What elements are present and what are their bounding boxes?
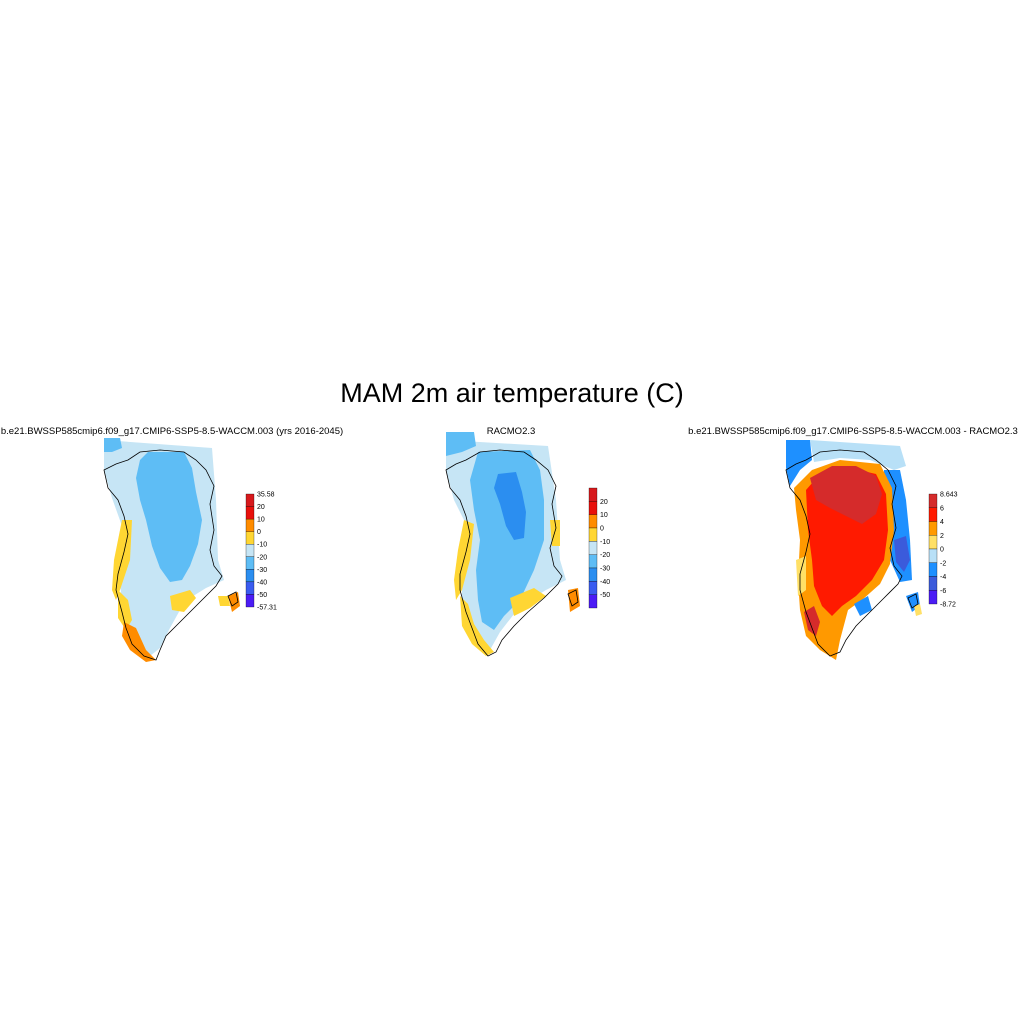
panel-1-field-yellow-s	[118, 590, 132, 630]
colorbar-3-box	[928, 535, 938, 550]
colorbar-2-label: -50	[600, 592, 610, 599]
colorbar-1-label: -30	[257, 567, 267, 574]
colorbar-1-label: 35.58	[257, 492, 275, 499]
colorbar-1-box	[245, 518, 255, 532]
panel-1-coastline	[103, 449, 223, 661]
panel-1-coastline-island	[227, 591, 239, 607]
panel-2-title: RACMO2.3	[486, 426, 536, 437]
colorbar-3-box	[928, 562, 938, 577]
panel-3-coastline	[785, 449, 903, 657]
colorbar-2-label: 10	[600, 512, 608, 519]
panel-3-colorbar: 8.643 6 4 2 0 -2 -4 -6 -8.72	[928, 492, 958, 609]
colorbar-1-label: -40	[257, 579, 267, 586]
panel-2-coastline	[445, 449, 563, 657]
colorbar-2-box	[588, 527, 598, 542]
panel-1-title: b.e21.BWSSP585cmip6.f09_g17.CMIP6-SSP5-8…	[0, 426, 344, 437]
panel-2-colorbar: 20 10 0 -10 -20 -30 -40 -50	[588, 487, 610, 609]
colorbar-1-label: -50	[257, 592, 267, 599]
colorbar-3-box	[928, 576, 938, 591]
colorbar-3-box	[928, 521, 938, 536]
panel-1-field-yellow-e	[218, 596, 230, 606]
colorbar-3-label: -2	[940, 560, 946, 567]
panel-1-field-nw	[104, 438, 122, 452]
panel-1-map	[103, 438, 240, 662]
panel-1-field-mid	[136, 452, 202, 582]
colorbar-2-label: -40	[600, 579, 610, 586]
colorbar-2-box	[588, 487, 598, 502]
colorbar-2-label: -20	[600, 552, 610, 559]
colorbar-2-box	[588, 567, 598, 582]
panel-3-field-yellow-w	[796, 556, 806, 596]
colorbar-1-label: -20	[257, 554, 267, 561]
colorbar-1-label: -57.31	[257, 605, 277, 612]
colorbar-3-label: 2	[940, 533, 944, 540]
colorbar-3-label: -6	[940, 588, 946, 595]
panel-3-field-darkred	[810, 466, 882, 524]
colorbar-3-label: 8.643	[940, 492, 958, 499]
colorbar-1-box	[245, 569, 255, 583]
colorbar-1-box	[245, 594, 255, 608]
colorbar-1-box	[245, 506, 255, 520]
panel-2-field-nw	[446, 432, 476, 456]
colorbar-1-label: -10	[257, 542, 267, 549]
colorbar-1-label: 10	[257, 517, 265, 524]
panel-2-field-dark	[494, 472, 526, 540]
colorbar-2-label: -30	[600, 566, 610, 573]
colorbar-1-label: 0	[257, 529, 261, 536]
panel-3-field-light-n	[810, 440, 906, 470]
panel-2-field-mid	[470, 450, 544, 630]
colorbar-3-box	[928, 548, 938, 563]
panel-2-field-yellow-s	[460, 596, 494, 656]
panel-2-coastline-island	[567, 589, 579, 607]
colorbar-3-label: 4	[940, 519, 944, 526]
colorbar-2-label: -10	[600, 539, 610, 546]
colorbar-1-box	[245, 581, 255, 595]
panel-3-title: b.e21.BWSSP585cmip6.f09_g17.CMIP6-SSP5-8…	[688, 426, 1018, 437]
colorbar-2-box	[588, 514, 598, 529]
panel-3-field-darkred-s	[804, 606, 820, 636]
panel-3-field-indigo-e	[894, 536, 910, 572]
panel-2-field-yellow-se	[510, 588, 546, 616]
colorbar-2-label: 0	[600, 526, 604, 533]
panel-1-field-yellow-se	[170, 590, 196, 612]
colorbar-2-label: 20	[600, 499, 608, 506]
colorbar-3-label: 6	[940, 505, 944, 512]
panel-1-field-orange	[122, 622, 156, 662]
colorbar-2-box	[588, 594, 598, 609]
colorbar-3-label: 0	[940, 547, 944, 554]
colorbar-1-box	[245, 493, 255, 507]
figure-title: MAM 2m air temperature (C)	[340, 378, 684, 408]
colorbar-3-label: -8.72	[940, 602, 956, 609]
colorbar-3-box	[928, 590, 938, 605]
panel-3-field-island-yellow	[914, 604, 922, 616]
colorbar-3-label: -4	[940, 574, 946, 581]
colorbar-2-box	[588, 581, 598, 595]
panel-2-map	[445, 432, 580, 657]
colorbar-1-box	[245, 544, 255, 557]
panel-3-coastline-island	[907, 593, 919, 609]
colorbar-1-box	[245, 531, 255, 545]
colorbar-2-box	[588, 554, 598, 569]
colorbar-2-box	[588, 541, 598, 555]
colorbar-3-box	[928, 493, 938, 508]
panel-3-map	[785, 440, 922, 660]
colorbar-2-box	[588, 501, 598, 515]
colorbar-1-box	[245, 556, 255, 570]
panel-1-colorbar: 35.58 20 10 0 -10 -20 -30 -40 -50 -57.31	[245, 492, 277, 612]
panel-3-field-blue-se	[854, 596, 872, 616]
colorbar-1-label: 20	[257, 504, 265, 511]
colorbar-3-box	[928, 507, 938, 522]
